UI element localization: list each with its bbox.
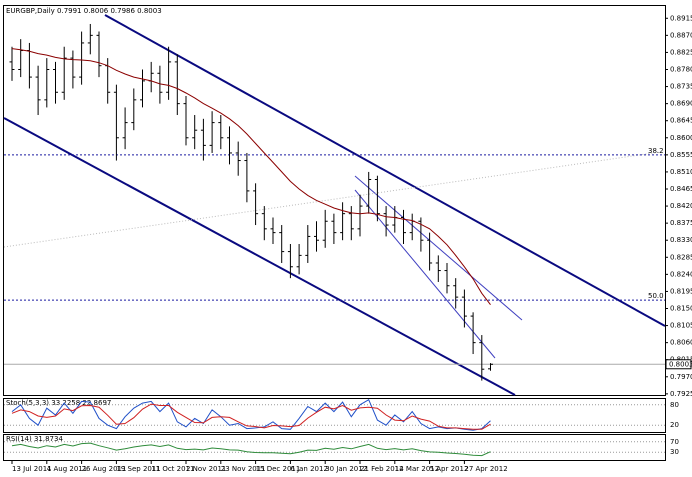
x-tick-label: 15 Dec 2011: [256, 465, 301, 473]
channel-lower: [3, 117, 516, 396]
y-tick-label: 0.8735: [670, 83, 692, 91]
main-panel: [3, 5, 666, 396]
last-price-box: [665, 359, 692, 370]
y-tick-label: 0.8465: [670, 185, 692, 193]
y-tick-label: 0.8195: [670, 287, 692, 295]
x-tick-label: 19 Sep 2011: [116, 465, 160, 473]
indicator-line: [11, 442, 491, 457]
y-tick-label: 0.7925: [670, 390, 692, 398]
x-tick-label: 30 Jan 2012: [325, 465, 367, 473]
x-tick-label: 5 Apr 2012: [430, 465, 469, 473]
indicator-line: [11, 403, 491, 430]
y-tick-label: 0.8285: [670, 253, 692, 261]
fib-label: 38.2: [648, 147, 664, 155]
x-tick-label: 11 Oct 2011: [151, 465, 194, 473]
indicator-line: [11, 398, 491, 431]
rsi-panel: [3, 434, 666, 461]
y-tick-label: 0.8825: [670, 48, 692, 56]
x-tick-label: 14 Mar 2012: [395, 465, 439, 473]
channel-inner-upper: [354, 175, 523, 321]
channel-upper: [104, 14, 666, 327]
x-tick-label: 23 Nov 2011: [221, 465, 266, 473]
channel-inner-lower: [354, 189, 496, 359]
x-tick-label: 21 Feb 2012: [360, 465, 404, 473]
rsi-title: RSI(14) 31.8734: [6, 435, 63, 443]
stoch-panel: [3, 398, 666, 433]
x-tick-label: 4 Aug 2011: [47, 465, 87, 473]
stoch-title: Stoch(5,3,3) 33.2258 22.8697: [6, 399, 111, 407]
y-tick-label: 20: [670, 421, 679, 429]
x-tick-label: 2 Nov 2011: [186, 465, 226, 473]
fib-trend-line: [3, 151, 661, 248]
x-tick-label: 27 Apr 2012: [464, 465, 507, 473]
y-tick-label: 0.8105: [670, 322, 692, 330]
y-tick-label: 70: [670, 438, 679, 446]
y-tick-label: 0.8375: [670, 219, 692, 227]
chart-title: EURGBP,Daily 0.7991 0.8006 0.7986 0.8003: [6, 7, 162, 15]
x-tick-label: 13 Jul 2011: [12, 465, 52, 473]
moving-average: [11, 48, 491, 306]
y-tick-label: 80: [670, 401, 679, 409]
y-tick-label: 0.8915: [670, 14, 692, 22]
last-price-label: 0.8003: [669, 360, 692, 368]
x-tick-label: 6 Jan 2012: [290, 465, 328, 473]
y-tick-label: 0.8555: [670, 151, 692, 159]
y-tick-label: 0.8645: [670, 117, 692, 125]
x-tick-label: 26 Aug 2011: [82, 465, 127, 473]
y-tick-label: 30: [670, 448, 679, 456]
fib-label: 50.0: [648, 292, 664, 300]
